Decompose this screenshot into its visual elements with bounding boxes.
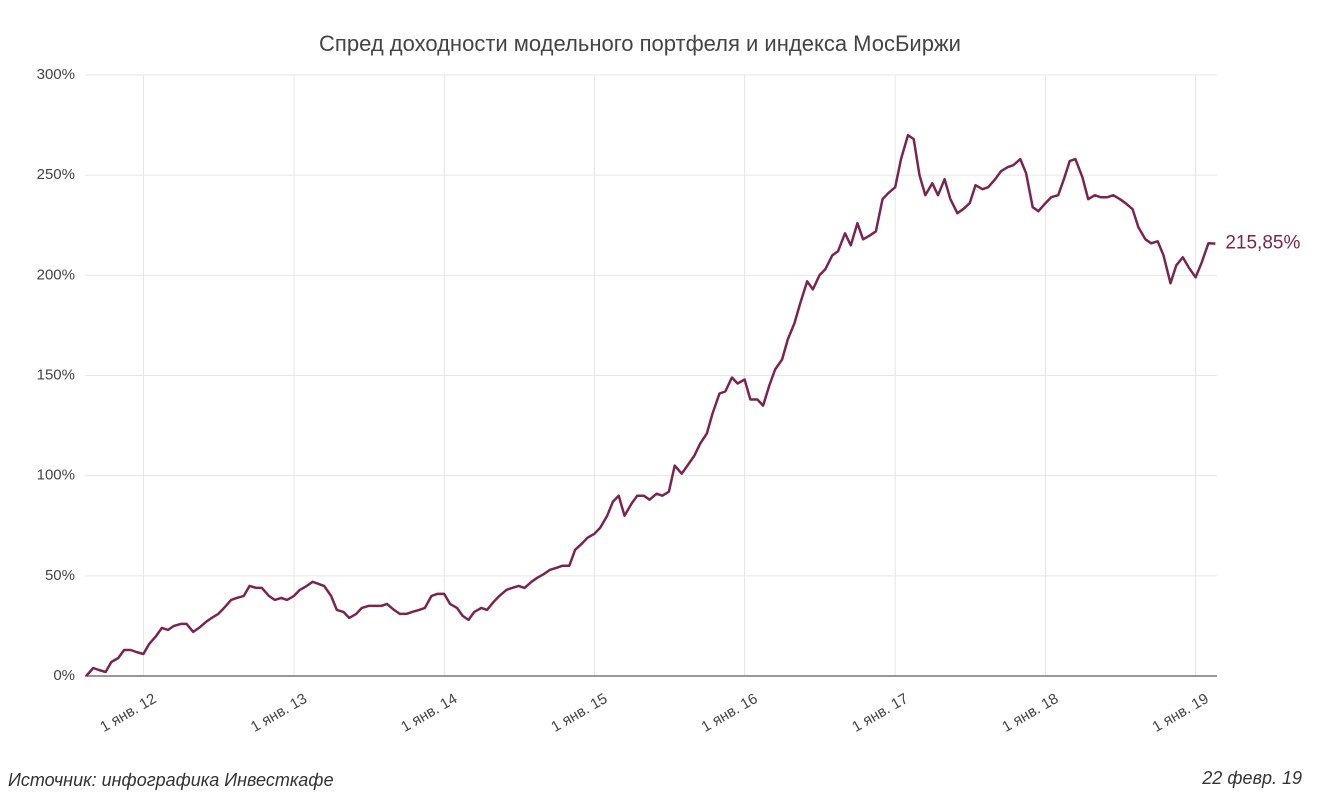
x-tick-label: 1 янв. 16 [698,690,760,736]
y-tick-label: 0% [53,667,75,684]
date: 22 февр. 19 [1201,768,1302,788]
x-tick-label: 1 янв. 15 [548,690,610,736]
y-tick-label: 150% [37,366,75,383]
source: Источник: инфографика Инвесткафе [8,770,334,790]
x-tick-label: 1 янв. 18 [999,690,1061,736]
x-tick-label: 1 янв. 19 [1149,690,1211,736]
x-tick-label: 1 янв. 17 [849,690,911,736]
x-tick-label: 1 янв. 12 [97,690,159,736]
line [85,133,1216,677]
y-tick-label: 50% [45,567,75,584]
value-label: 215,85% [1225,233,1300,254]
y-tick-label: 300% [37,66,75,83]
y-tick-label: 200% [37,266,75,283]
x-tick-label: 1 янв. 13 [248,690,310,736]
x-tick-label: 1 янв. 14 [398,690,460,736]
y-tick-label: 250% [37,166,75,183]
chart-title: Спред доходности модельного портфеля и и… [319,31,961,56]
y-tick-label: 100% [37,467,75,484]
